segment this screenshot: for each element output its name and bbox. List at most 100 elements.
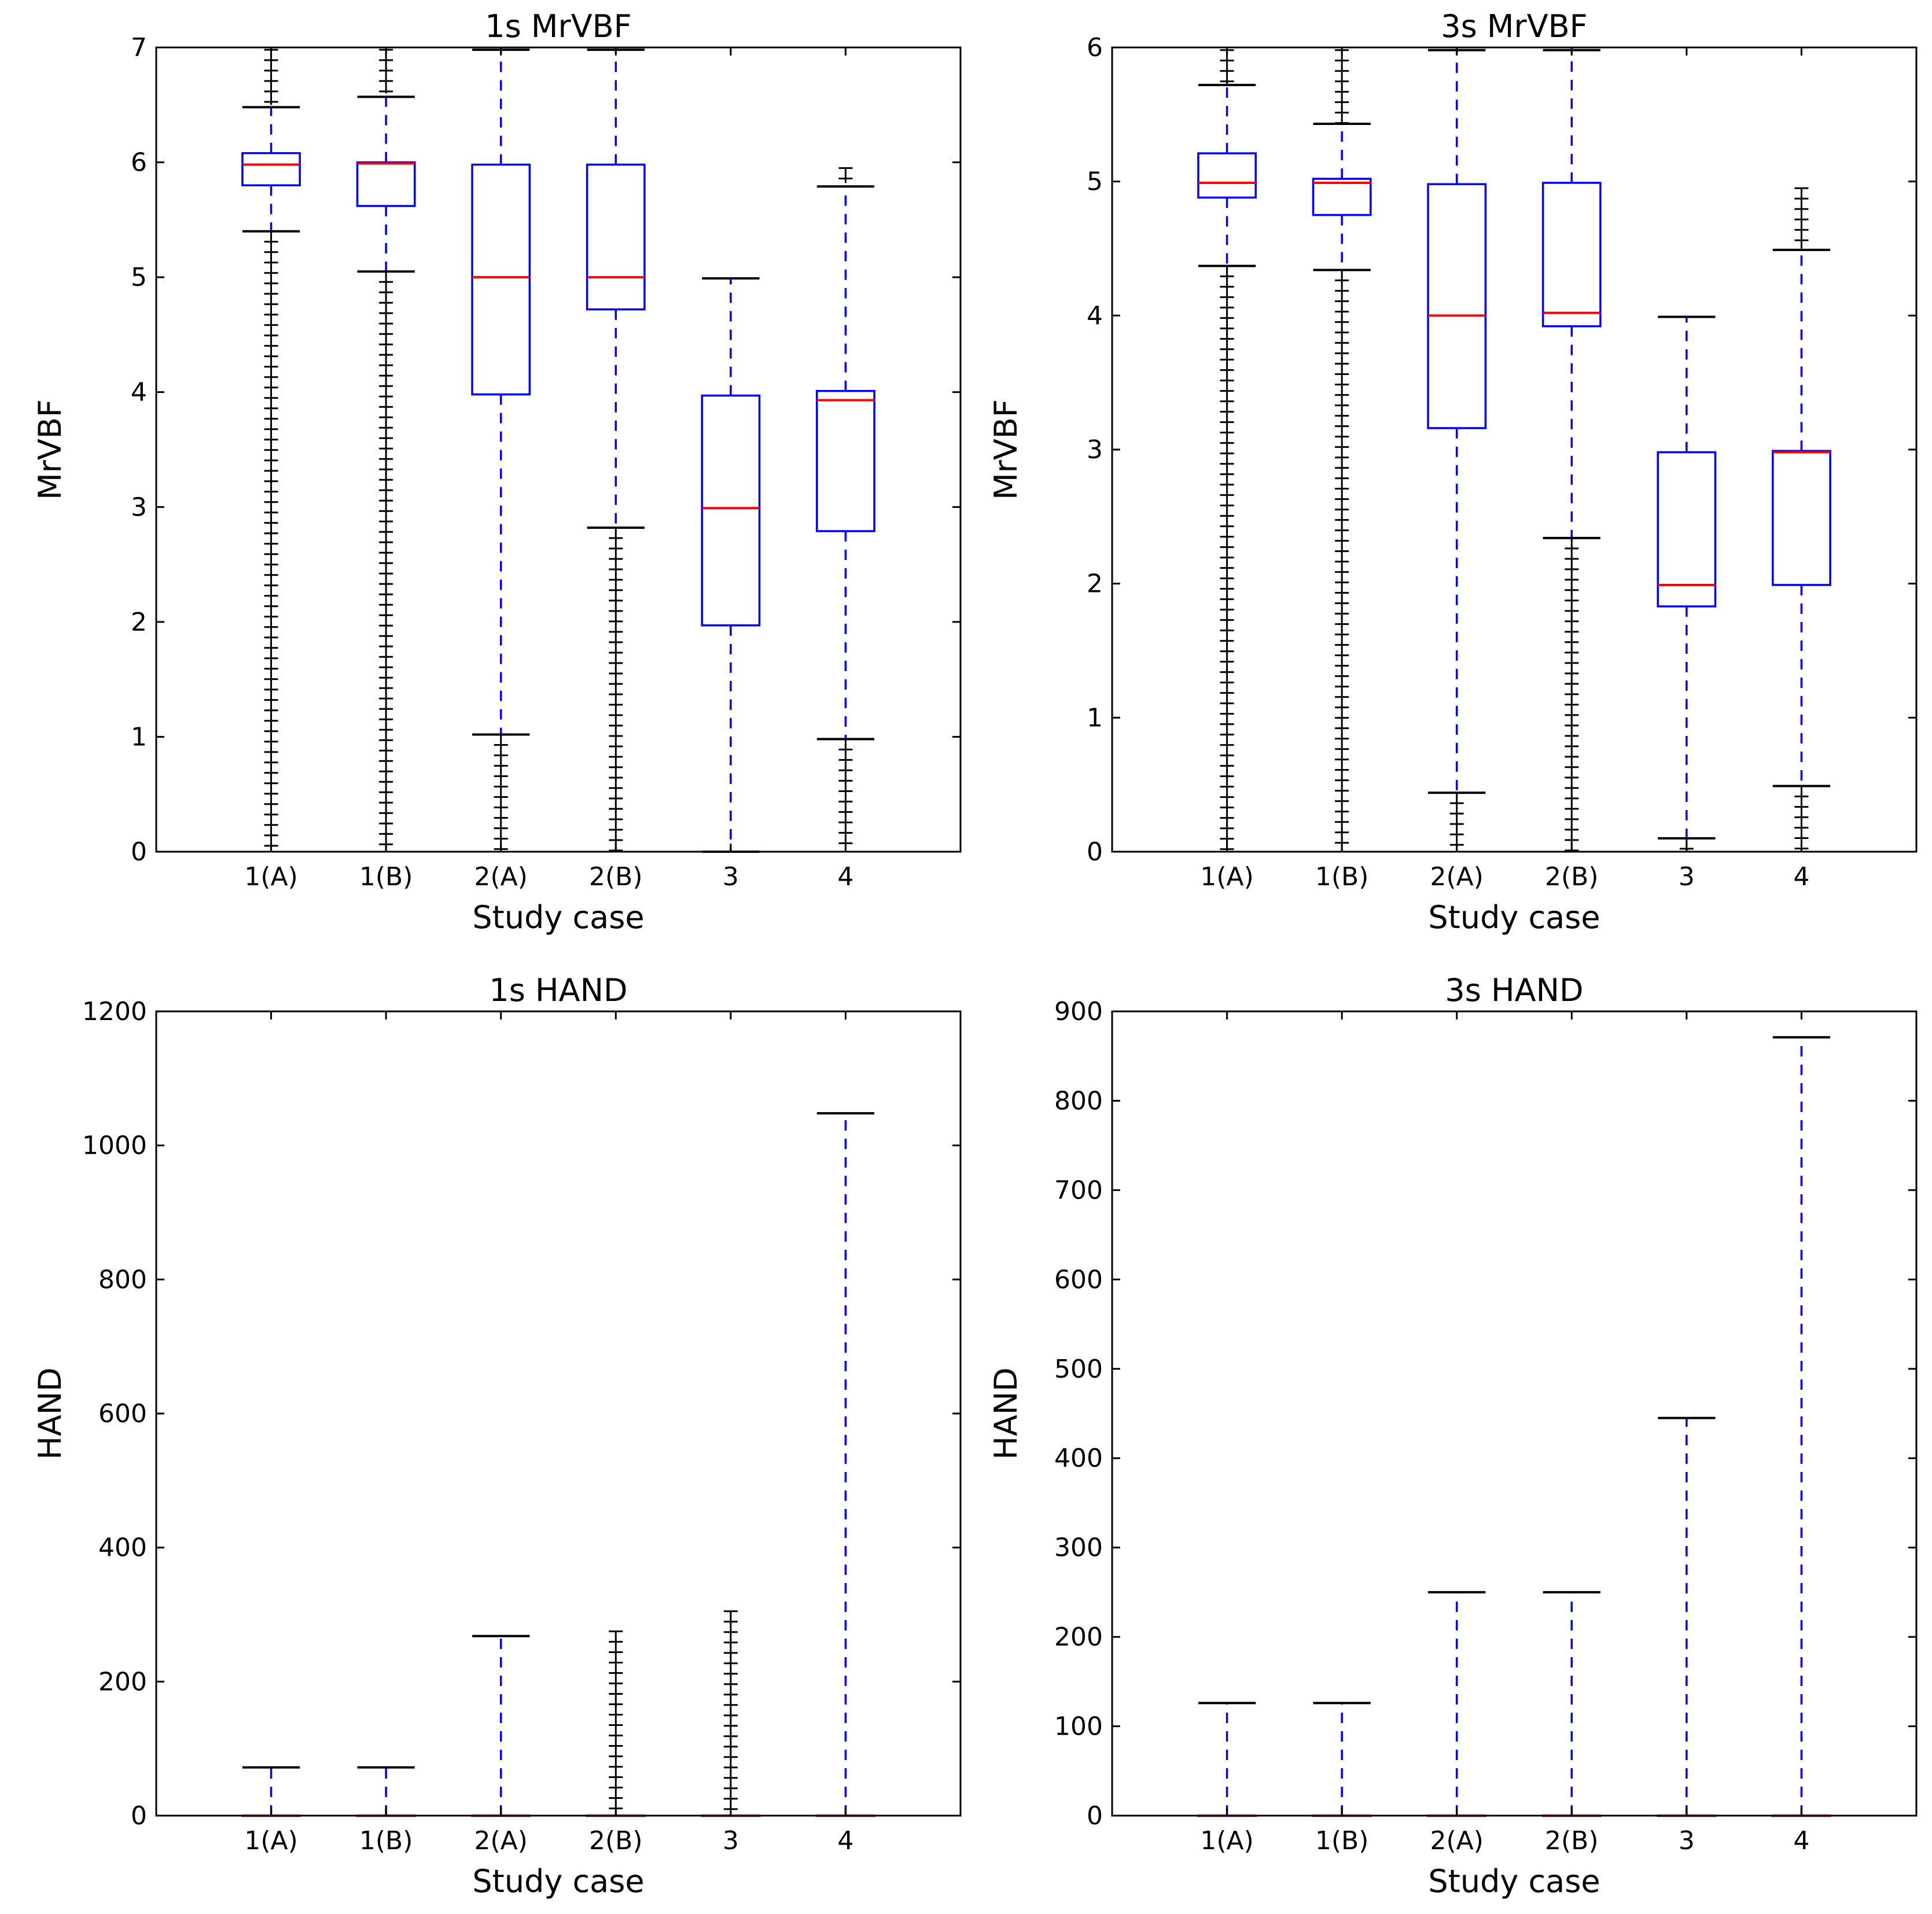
x-tick-label: 2(B) — [1545, 862, 1599, 892]
x-tick-label: 2(A) — [474, 1826, 527, 1856]
y-tick-label: 400 — [98, 1533, 147, 1563]
chart-title: 3s HAND — [1445, 972, 1583, 1008]
box-2(B) — [586, 1630, 646, 1817]
y-tick-label: 200 — [98, 1667, 147, 1696]
box-4 — [816, 167, 875, 852]
box-iqr — [1197, 152, 1257, 199]
chart-title: 1s HAND — [489, 972, 627, 1008]
box-iqr — [241, 152, 301, 187]
box-2(B) — [1541, 1591, 1602, 1817]
y-tick-label: 7 — [131, 33, 147, 62]
y-tick-label: 4 — [1087, 301, 1103, 330]
axes-frame — [155, 1010, 962, 1817]
box-iqr — [356, 161, 416, 207]
y-tick-label: 0 — [131, 837, 147, 867]
y-tick-label: 400 — [1054, 1444, 1103, 1473]
y-tick-label: 2 — [1087, 569, 1103, 599]
y-axis-label: HAND — [32, 1367, 68, 1460]
x-tick-label: 3 — [1679, 862, 1695, 892]
x-tick-label: 1(B) — [359, 1826, 413, 1856]
box-3 — [701, 277, 761, 853]
x-axis-label: Study case — [472, 1863, 644, 1900]
x-tick-label: 1(B) — [1315, 1826, 1369, 1856]
box-4 — [816, 1112, 875, 1817]
y-tick-label: 4 — [131, 378, 147, 407]
box-1(A) — [1197, 1702, 1257, 1817]
box-4 — [1772, 1036, 1831, 1817]
y-tick-label: 600 — [98, 1399, 147, 1429]
y-tick-label: 800 — [98, 1265, 147, 1294]
x-tick-label: 4 — [1793, 862, 1809, 892]
box-2(A) — [1427, 1591, 1487, 1817]
y-tick-label: 1 — [131, 722, 147, 752]
box-iqr — [1541, 182, 1602, 327]
box-2(A) — [471, 48, 531, 852]
x-axis-label: Study case — [472, 899, 644, 936]
x-tick-label: 1(A) — [244, 1826, 297, 1856]
axes-frame — [155, 46, 962, 853]
y-tick-label: 3 — [1087, 435, 1103, 465]
x-tick-label: 1(B) — [359, 862, 413, 892]
box-1(B) — [1312, 49, 1372, 852]
x-tick-label: 4 — [1793, 1826, 1809, 1856]
y-tick-label: 900 — [1054, 997, 1103, 1026]
axes-frame — [1111, 1010, 1918, 1817]
y-tick-label: 500 — [1054, 1354, 1103, 1384]
x-tick-label: 3 — [723, 862, 739, 892]
y-axis-label: MrVBF — [988, 399, 1024, 500]
y-tick-label: 1200 — [82, 997, 147, 1026]
y-tick-label: 6 — [131, 148, 147, 178]
x-tick-label: 4 — [837, 1826, 853, 1856]
y-tick-label: 0 — [1087, 837, 1103, 867]
y-tick-label: 200 — [1054, 1622, 1103, 1652]
chart-title: 1s MrVBF — [485, 8, 632, 45]
y-tick-label: 800 — [1054, 1086, 1103, 1116]
x-axis-label: Study case — [1428, 1863, 1600, 1900]
chart-title: 3s MrVBF — [1441, 8, 1588, 45]
box-2(B) — [1541, 49, 1602, 852]
box-iqr — [471, 163, 531, 396]
box-iqr — [816, 389, 875, 532]
box-1(A) — [241, 49, 301, 852]
axes-frame — [1111, 46, 1918, 853]
box-2(B) — [586, 48, 646, 852]
x-tick-label: 1(A) — [1200, 862, 1253, 892]
y-tick-label: 0 — [1087, 1801, 1103, 1831]
x-tick-label: 1(B) — [1315, 862, 1369, 892]
y-tick-label: 1 — [1087, 703, 1103, 733]
x-tick-label: 1(A) — [1200, 1826, 1253, 1856]
x-axis-label: Study case — [1428, 899, 1600, 936]
y-tick-label: 5 — [1087, 167, 1103, 197]
box-2(A) — [471, 1635, 531, 1817]
box-1(A) — [1197, 49, 1257, 852]
y-tick-label: 100 — [1054, 1712, 1103, 1742]
x-tick-label: 3 — [1679, 1826, 1695, 1856]
x-tick-label: 2(B) — [1545, 1826, 1599, 1856]
subplot-p3: 1s HAND 0 200 400 600 800 1000 1200 1(A) 1(B) 2(A)… — [32, 972, 962, 1900]
subplot-p2: 3s MrVBF 0 1 2 3 4 5 6 1(A) 1(B) 2(A) 2(B) 3 4 Study c… — [988, 8, 1918, 936]
x-tick-label: 2(A) — [474, 862, 527, 892]
box-iqr — [701, 394, 761, 627]
y-tick-label: 6 — [1087, 33, 1103, 62]
box-1(B) — [1312, 1702, 1372, 1817]
box-3 — [1657, 1416, 1717, 1817]
y-tick-label: 700 — [1054, 1176, 1103, 1205]
y-tick-label: 0 — [131, 1801, 147, 1831]
box-iqr — [1772, 450, 1831, 586]
x-tick-label: 4 — [837, 862, 853, 892]
box-3 — [701, 1610, 761, 1817]
box-iqr — [1657, 451, 1717, 608]
box-iqr — [1312, 178, 1372, 216]
x-tick-label: 2(B) — [589, 1826, 643, 1856]
y-tick-label: 1000 — [82, 1131, 147, 1161]
box-2(A) — [1427, 49, 1487, 852]
x-tick-label: 1(A) — [244, 862, 297, 892]
y-tick-label: 300 — [1054, 1533, 1103, 1563]
subplot-p4: 3s HAND 0 100 200 300 400 500 600 700 800 900 1(A) 1… — [988, 972, 1918, 1900]
y-tick-label: 5 — [131, 263, 147, 292]
y-tick-label: 600 — [1054, 1265, 1103, 1294]
x-tick-label: 2(B) — [589, 862, 643, 892]
subplot-p1: 1s MrVBF 0 1 2 3 4 5 6 7 1(A) 1(B) 2(A) 2(B) 3 4 Study … — [32, 8, 962, 936]
y-tick-label: 2 — [131, 608, 147, 637]
